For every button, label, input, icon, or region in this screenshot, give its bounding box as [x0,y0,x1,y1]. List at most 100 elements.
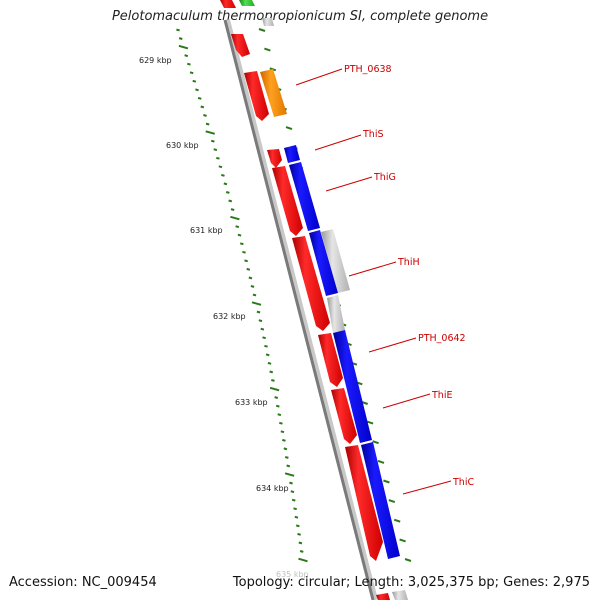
gene-label-pth0638: PTH_0638 [344,64,392,75]
ruler-dot [282,438,286,442]
tick-label-629: 629 kbp [139,56,172,65]
feature-gray [321,229,350,293]
ruler-dot [246,267,251,271]
ruler-dot [195,88,199,92]
ruler-dot [291,498,296,502]
cds-arrow [272,166,303,236]
ruler-dot [178,37,183,40]
ruler-major-tick [269,386,280,392]
ruler-dot [294,515,299,519]
ruler-dash [285,126,293,131]
feature-orange [260,69,287,117]
ruler-major-tick [178,44,189,50]
ruler-dot [221,173,225,177]
ruler-dot [279,421,283,425]
ruler-dot [265,353,270,357]
cds-arrow [345,445,383,561]
ruler-dash [258,28,266,32]
ruler-major-tick [251,301,262,306]
ruler-dot [295,524,300,528]
ruler-dot [230,208,235,211]
ruler-dot [284,456,289,459]
ruler-dot [280,430,285,434]
ruler-dot [184,54,189,58]
cds-arrow [244,71,269,121]
ruler-dot [250,285,255,288]
ruler-dot [293,507,297,511]
ruler-dot [256,310,261,314]
cds-arrow [267,149,282,168]
backbone-line [223,19,375,600]
ruler-dot [283,447,288,451]
ruler-dot [189,71,194,75]
ruler-dot [262,336,266,340]
ruler-dot [225,191,230,194]
gene-label-thie: ThiE [431,390,452,401]
ruler-major-tick [205,130,215,135]
cds-arrow [331,388,357,444]
cds-arrow [318,333,343,387]
ruler-dash [388,499,396,504]
ruler-dot [298,541,303,545]
ruler-dot [235,225,240,229]
ruler-dash [372,440,379,445]
ruler-dot [210,139,215,143]
ruler-dot [264,344,268,348]
partial-green-feature [239,0,255,6]
ruler-dot [223,182,228,186]
ruler-tick-labels: 629 kbp 630 kbp 631 kbp 632 kbp 633 kbp … [139,56,309,579]
tick-label-632: 632 kbp [213,312,246,321]
ruler-dash [264,47,271,52]
ruler-dash [383,479,390,484]
feature-partial [392,590,408,600]
ruler-dash [377,459,385,464]
ruler-dot [248,276,253,280]
feature-blue [289,162,320,231]
gene-label-thic: ThiC [452,477,474,488]
ruler-major-tick [230,215,240,221]
ruler-dash [393,518,401,523]
ruler-dot [260,327,265,331]
ruler-dash [404,558,412,562]
ruler-dot [216,156,220,160]
ruler-dot [274,396,279,399]
partial-gray-feature [262,18,274,26]
feature-gray [327,295,345,333]
ruler-dot [267,361,272,365]
ruler-dot [237,233,242,237]
ruler-dot [269,370,274,374]
ruler-dot [277,413,282,417]
ruler-dot [242,250,246,254]
ruler-dot [200,105,205,109]
ruler-dot [258,319,263,323]
gene-label-thig: ThiG [373,172,396,183]
tick-label-634: 634 kbp [256,484,289,493]
ruler-major-tick [298,557,308,563]
ruler-major-tick [284,472,295,477]
ruler-dot [228,199,233,203]
ruler-dot [213,148,218,152]
ruler-dot [197,96,202,100]
ruler-dot [275,404,280,408]
ruler-dot [289,481,293,485]
gene-label-thih: ThiH [397,257,420,268]
feature-blue [309,230,338,296]
backbone-shadow [224,19,378,600]
feature-blue [333,330,372,443]
ruler-dot [187,62,191,66]
ruler-dash [366,420,374,425]
ruler-dash [399,538,406,543]
cds-forward-track [231,34,390,600]
tick-label-635: 635 kbp [276,570,309,579]
ruler-dot [286,464,291,468]
ruler-dot [252,293,257,297]
cds-arrow [292,236,330,331]
ruler-dot [176,28,180,32]
accession-text: Accession: NC_009454 [9,575,157,590]
ruler-dot [192,79,197,83]
gene-label-this: ThiS [362,129,384,140]
ruler-dot [297,532,301,536]
genome-summary-text: Topology: circular; Length: 3,025,375 bp… [232,575,590,590]
feature-blue [284,145,300,163]
